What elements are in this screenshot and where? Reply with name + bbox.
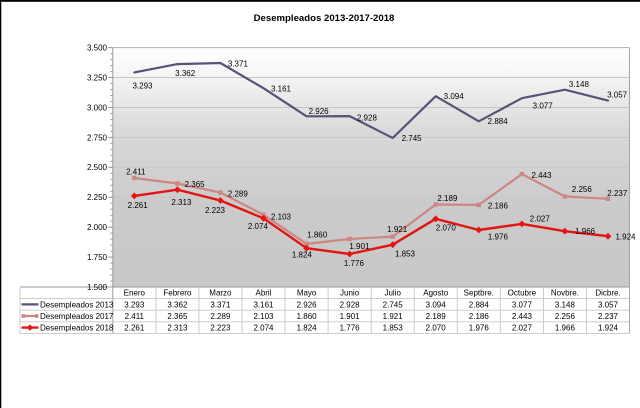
svg-text:Marzo: Marzo (209, 289, 232, 298)
svg-text:1.853: 1.853 (395, 250, 416, 259)
svg-text:3.057: 3.057 (607, 91, 628, 100)
svg-text:2.027: 2.027 (530, 215, 551, 224)
svg-text:3.148: 3.148 (569, 80, 590, 89)
svg-text:2.261: 2.261 (124, 324, 145, 333)
svg-text:3.362: 3.362 (167, 300, 188, 309)
svg-text:1.860: 1.860 (307, 231, 328, 240)
svg-text:2.103: 2.103 (253, 312, 274, 321)
svg-text:2.884: 2.884 (488, 117, 509, 126)
svg-text:3.500: 3.500 (87, 44, 108, 53)
svg-text:2.261: 2.261 (128, 201, 149, 210)
svg-text:2.926: 2.926 (309, 107, 330, 116)
svg-text:Novbre.: Novbre. (551, 289, 579, 298)
svg-text:1.500: 1.500 (87, 283, 108, 292)
svg-text:3.057: 3.057 (598, 300, 619, 309)
svg-text:1.924: 1.924 (615, 232, 636, 241)
svg-text:3.293: 3.293 (124, 300, 145, 309)
svg-text:3.094: 3.094 (426, 300, 447, 309)
svg-text:2.070: 2.070 (436, 223, 457, 232)
svg-text:Dicbre.: Dicbre. (595, 289, 620, 298)
svg-text:2.223: 2.223 (205, 206, 226, 215)
svg-text:Enero: Enero (124, 289, 146, 298)
svg-text:2.256: 2.256 (555, 312, 576, 321)
svg-text:2.237: 2.237 (607, 189, 628, 198)
svg-text:2.237: 2.237 (598, 312, 619, 321)
svg-text:2.027: 2.027 (512, 324, 533, 333)
svg-text:2.365: 2.365 (167, 312, 188, 321)
svg-text:1.976: 1.976 (469, 324, 490, 333)
svg-text:1.966: 1.966 (555, 324, 576, 333)
svg-text:2.884: 2.884 (469, 300, 490, 309)
svg-text:2.250: 2.250 (87, 193, 108, 202)
svg-text:2.074: 2.074 (253, 324, 274, 333)
svg-text:2.411: 2.411 (126, 167, 146, 176)
svg-text:1.750: 1.750 (87, 253, 108, 262)
svg-text:3.371: 3.371 (228, 60, 249, 69)
svg-text:1.824: 1.824 (297, 324, 318, 333)
svg-text:3.077: 3.077 (512, 300, 533, 309)
svg-text:1.901: 1.901 (349, 242, 370, 251)
svg-text:3.250: 3.250 (87, 73, 108, 82)
svg-text:1.921: 1.921 (387, 225, 408, 234)
svg-text:2.500: 2.500 (87, 163, 108, 172)
svg-text:Mayo: Mayo (297, 289, 317, 298)
svg-text:2.000: 2.000 (87, 223, 108, 232)
svg-text:2.928: 2.928 (357, 114, 378, 123)
svg-text:1.921: 1.921 (383, 312, 404, 321)
svg-text:2.365: 2.365 (185, 180, 206, 189)
svg-text:2.411: 2.411 (125, 312, 145, 321)
svg-text:2.745: 2.745 (402, 134, 423, 143)
svg-text:2.745: 2.745 (383, 300, 404, 309)
svg-text:2.186: 2.186 (469, 312, 490, 321)
svg-text:2.443: 2.443 (531, 171, 552, 180)
svg-text:1.966: 1.966 (575, 227, 596, 236)
svg-text:1.976: 1.976 (488, 232, 509, 241)
svg-text:2.443: 2.443 (512, 312, 533, 321)
svg-text:3.161: 3.161 (253, 300, 274, 309)
svg-text:1.824: 1.824 (292, 251, 313, 260)
svg-text:2.928: 2.928 (340, 300, 361, 309)
svg-text:2.313: 2.313 (171, 198, 192, 207)
svg-text:Junio: Junio (340, 289, 360, 298)
svg-text:3.077: 3.077 (533, 101, 554, 110)
svg-text:1.853: 1.853 (383, 324, 404, 333)
svg-text:3.161: 3.161 (271, 85, 292, 94)
svg-text:2.926: 2.926 (297, 300, 318, 309)
svg-text:1.776: 1.776 (344, 259, 365, 268)
svg-text:1.901: 1.901 (340, 312, 361, 321)
svg-text:1.860: 1.860 (297, 312, 318, 321)
svg-text:2.223: 2.223 (210, 324, 231, 333)
svg-text:Febrero: Febrero (163, 289, 192, 298)
svg-text:2.103: 2.103 (271, 213, 292, 222)
svg-text:Agosto: Agosto (423, 289, 448, 298)
svg-text:3.000: 3.000 (87, 103, 108, 112)
svg-text:Octubre: Octubre (508, 289, 537, 298)
svg-text:Desempleados 2013: Desempleados 2013 (40, 300, 114, 309)
svg-text:2.189: 2.189 (437, 194, 458, 203)
svg-text:2.070: 2.070 (426, 324, 447, 333)
svg-text:2.074: 2.074 (248, 222, 269, 231)
svg-text:Desempleados 2018: Desempleados 2018 (40, 324, 114, 333)
svg-text:Septbre.: Septbre. (464, 289, 494, 298)
svg-text:3.094: 3.094 (444, 92, 465, 101)
svg-text:Julio: Julio (384, 289, 401, 298)
svg-text:2.256: 2.256 (572, 185, 593, 194)
svg-text:2.750: 2.750 (87, 133, 108, 142)
svg-text:Desempleados 2017: Desempleados 2017 (40, 312, 114, 321)
svg-text:2.313: 2.313 (167, 324, 188, 333)
svg-text:1.924: 1.924 (598, 324, 619, 333)
svg-text:1.776: 1.776 (340, 324, 361, 333)
svg-text:2.289: 2.289 (228, 189, 249, 198)
svg-text:3.148: 3.148 (555, 300, 576, 309)
svg-text:3.371: 3.371 (210, 300, 231, 309)
svg-text:2.289: 2.289 (210, 312, 231, 321)
svg-text:2.189: 2.189 (426, 312, 447, 321)
svg-text:3.293: 3.293 (132, 81, 153, 90)
svg-text:Abril: Abril (255, 289, 271, 298)
svg-text:3.362: 3.362 (175, 69, 196, 78)
svg-text:Desempleados 2013-2017-2018: Desempleados 2013-2017-2018 (254, 13, 395, 24)
svg-text:2.186: 2.186 (488, 202, 509, 211)
